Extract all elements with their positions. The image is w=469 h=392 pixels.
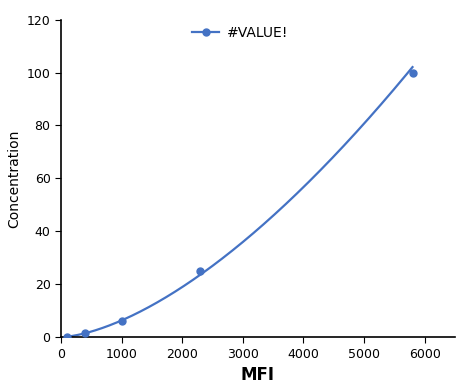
Legend: #VALUE!: #VALUE! xyxy=(186,20,293,45)
X-axis label: MFI: MFI xyxy=(241,366,275,384)
Y-axis label: Concentration: Concentration xyxy=(7,129,21,227)
